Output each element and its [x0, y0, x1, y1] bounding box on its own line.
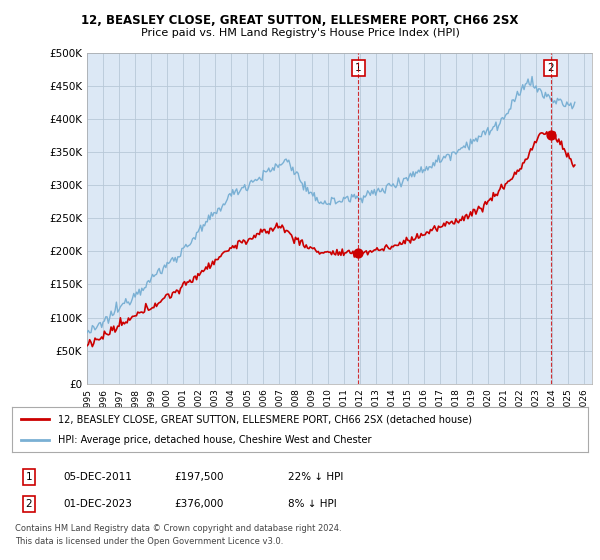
Point: [546, 130, 556, 139]
Point: [353, 249, 363, 258]
Text: 22% ↓ HPI: 22% ↓ HPI: [288, 472, 343, 482]
Text: 12, BEASLEY CLOSE, GREAT SUTTON, ELLESMERE PORT, CH66 2SX (detached house): 12, BEASLEY CLOSE, GREAT SUTTON, ELLESME…: [58, 414, 472, 424]
Text: 12, BEASLEY CLOSE, GREAT SUTTON, ELLESMERE PORT, CH66 2SX: 12, BEASLEY CLOSE, GREAT SUTTON, ELLESME…: [82, 14, 518, 27]
Text: 01-DEC-2023: 01-DEC-2023: [63, 499, 132, 509]
Text: 05-DEC-2011: 05-DEC-2011: [63, 472, 132, 482]
Text: 1: 1: [25, 472, 32, 482]
Text: This data is licensed under the Open Government Licence v3.0.: This data is licensed under the Open Gov…: [15, 537, 283, 546]
Text: Price paid vs. HM Land Registry's House Price Index (HPI): Price paid vs. HM Land Registry's House …: [140, 28, 460, 38]
Text: HPI: Average price, detached house, Cheshire West and Chester: HPI: Average price, detached house, Ches…: [58, 435, 371, 445]
Text: Contains HM Land Registry data © Crown copyright and database right 2024.: Contains HM Land Registry data © Crown c…: [15, 524, 341, 533]
Text: 2: 2: [25, 499, 32, 509]
Text: 2: 2: [548, 63, 554, 73]
Text: £376,000: £376,000: [174, 499, 223, 509]
Text: £197,500: £197,500: [174, 472, 223, 482]
Text: 8% ↓ HPI: 8% ↓ HPI: [288, 499, 337, 509]
Text: 1: 1: [355, 63, 362, 73]
